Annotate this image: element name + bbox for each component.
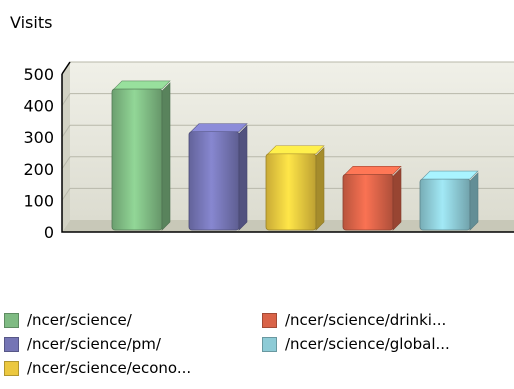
bars	[111, 80, 479, 231]
chart-title: Visits	[10, 13, 52, 32]
grid-line-side	[61, 156, 71, 170]
bar-top	[344, 165, 402, 175]
legend-label: /ncer/science/pm/	[27, 335, 161, 353]
bar-front	[342, 173, 394, 231]
grid-line-side	[61, 93, 71, 106]
legend-label: /ncer/science/	[27, 311, 132, 329]
bar	[188, 123, 248, 231]
bar-front	[419, 178, 471, 231]
grid-line-side	[61, 124, 71, 138]
axis-top-edge	[61, 61, 71, 75]
bar	[419, 170, 479, 231]
bar	[111, 80, 171, 231]
legend-label: /ncer/science/global...	[285, 335, 450, 353]
legend-item: /ncer/science/pm/	[4, 333, 161, 355]
legend-item: /ncer/science/global...	[262, 333, 450, 355]
bar-top	[267, 145, 325, 155]
legend: /ncer/science/ /ncer/science/pm/ /ncer/sci…	[4, 309, 514, 389]
legend-swatch	[262, 336, 277, 352]
bar-top	[113, 80, 171, 90]
legend-item: /ncer/science/	[4, 309, 132, 331]
bar-side	[238, 124, 248, 231]
legend-label: /ncer/science/drinki...	[285, 311, 447, 329]
legend-item: /ncer/science/econo...	[4, 357, 191, 379]
plot-side-wall	[62, 62, 70, 232]
y-tick-label: 300	[23, 128, 54, 147]
y-tick-label: 200	[23, 160, 54, 179]
legend-label: /ncer/science/econo...	[27, 359, 192, 377]
y-tick-label: 100	[23, 191, 54, 210]
bar-side	[469, 172, 479, 231]
bar-front	[188, 131, 240, 231]
legend-swatch	[4, 336, 19, 352]
chart-plot: Visits 0 100 200 300 400 500	[10, 13, 514, 242]
plot-background	[62, 62, 514, 232]
legend-swatch	[262, 312, 277, 328]
bar	[342, 165, 402, 231]
legend-item: /ncer/science/drinki...	[262, 309, 446, 331]
bar-top	[421, 170, 479, 180]
bar-front	[111, 88, 163, 231]
plot-back-wall	[70, 62, 514, 220]
y-axis-ticks: 0 100 200 300 400 500	[23, 65, 54, 242]
y-tick-label: 0	[44, 223, 54, 242]
axis-lines	[61, 74, 514, 233]
bar-side	[161, 82, 171, 231]
bar-side	[392, 167, 402, 231]
y-tick-label: 400	[23, 97, 54, 116]
y-tick-label: 500	[23, 65, 54, 84]
bar-top	[190, 123, 248, 132]
legend-swatch	[4, 312, 19, 328]
bar-front	[265, 153, 317, 231]
bar-side	[315, 147, 325, 231]
legend-swatch	[4, 360, 19, 376]
grid-line-side	[61, 188, 71, 201]
bar	[265, 145, 325, 231]
